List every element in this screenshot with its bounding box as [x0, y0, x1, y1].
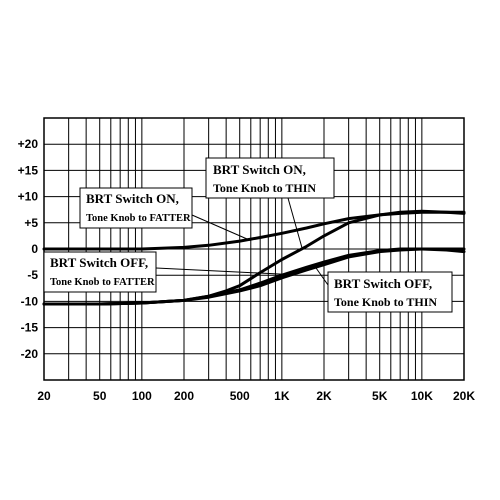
- y-tick-label: +20: [18, 137, 39, 151]
- leader-line: [287, 197, 303, 250]
- annotation-text: BRT Switch ON,: [213, 162, 306, 177]
- x-tick-label: 10K: [411, 389, 433, 403]
- x-tick-label: 20: [37, 389, 51, 403]
- x-tick-label: 1K: [274, 389, 290, 403]
- x-tick-label: 200: [174, 389, 194, 403]
- leader-line: [155, 267, 282, 275]
- annotation-text: Tone Knob to FATTER: [86, 213, 191, 224]
- x-tick-label: 20K: [453, 389, 475, 403]
- y-tick-label: +5: [24, 216, 38, 230]
- annotation-text: Tone Knob to THIN: [213, 181, 316, 195]
- annotation-box: [327, 271, 453, 313]
- annotation-box: [79, 187, 193, 229]
- x-tick-label: 5K: [372, 389, 388, 403]
- annotation-box: [205, 157, 335, 199]
- leader-line: [313, 264, 329, 286]
- annotation-text: BRT Switch OFF,: [334, 276, 432, 291]
- x-tick-label: 500: [230, 389, 250, 403]
- annotation-text: BRT Switch OFF,: [50, 255, 148, 270]
- y-tick-label: +15: [18, 163, 39, 177]
- annotation-box: [43, 251, 157, 293]
- curves: [42, 209, 466, 306]
- series-line-4: [42, 247, 466, 306]
- y-tick-label: 0: [31, 242, 38, 256]
- x-tick-label: 100: [132, 389, 152, 403]
- leader-line: [191, 214, 251, 242]
- tick-labels: +20 +15 +10 +5 0 -5 -10 -15 -20 20 50 100 200 500 1K 2K…: [18, 137, 476, 403]
- annotations: BRT Switch ON, Tone Knob to FATTER BRT Swi…: [43, 157, 453, 313]
- annotation-text: BRT Switch ON,: [86, 191, 179, 206]
- annotation-text: Tone Knob to THIN: [334, 295, 437, 309]
- y-tick-label: +10: [18, 190, 39, 204]
- x-tick-label: 50: [93, 389, 107, 403]
- y-tick-label: -20: [21, 347, 39, 361]
- y-tick-label: -10: [21, 294, 39, 308]
- annotation-text: Tone Knob to FATTER: [50, 277, 155, 288]
- y-tick-label: -15: [21, 321, 39, 335]
- x-tick-label: 2K: [316, 389, 332, 403]
- y-tick-label: -5: [27, 268, 38, 282]
